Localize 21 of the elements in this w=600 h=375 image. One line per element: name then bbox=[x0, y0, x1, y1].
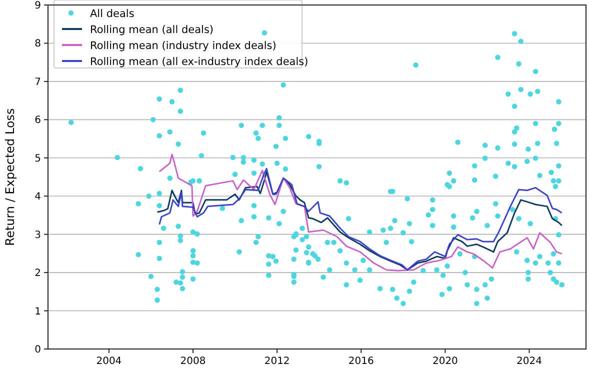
y-tick-label: 5 bbox=[34, 153, 41, 164]
x-tick-label: 2004 bbox=[96, 356, 122, 367]
y-tick-label: 9 bbox=[34, 0, 41, 12]
x-tick-label: 2008 bbox=[180, 356, 206, 367]
y-tick-label: 3 bbox=[34, 230, 41, 241]
y-tick-label: 7 bbox=[34, 76, 41, 88]
x-tick-label: 2020 bbox=[432, 356, 458, 367]
legend-label: Rolling mean (all deals) bbox=[90, 24, 214, 36]
y-tick-label: 0 bbox=[34, 344, 41, 356]
x-tick-label: 2012 bbox=[264, 356, 290, 367]
y-tick-label: 8 bbox=[34, 38, 41, 50]
x-tick-label: 2016 bbox=[348, 356, 374, 367]
legend-label: Rolling mean (all ex-industry index deals) bbox=[90, 56, 308, 68]
legend-label: Rolling mean (industry index deals) bbox=[90, 40, 276, 52]
y-tick-label: 1 bbox=[34, 306, 41, 318]
y-axis-title: Return / Expected Loss bbox=[3, 108, 17, 246]
legend-label: All deals bbox=[90, 8, 134, 20]
y-tick-label: 6 bbox=[34, 115, 41, 126]
x-tick-label: 2024 bbox=[516, 356, 542, 367]
y-tick-label: 2 bbox=[34, 268, 41, 280]
y-tick-label: 4 bbox=[34, 192, 41, 203]
